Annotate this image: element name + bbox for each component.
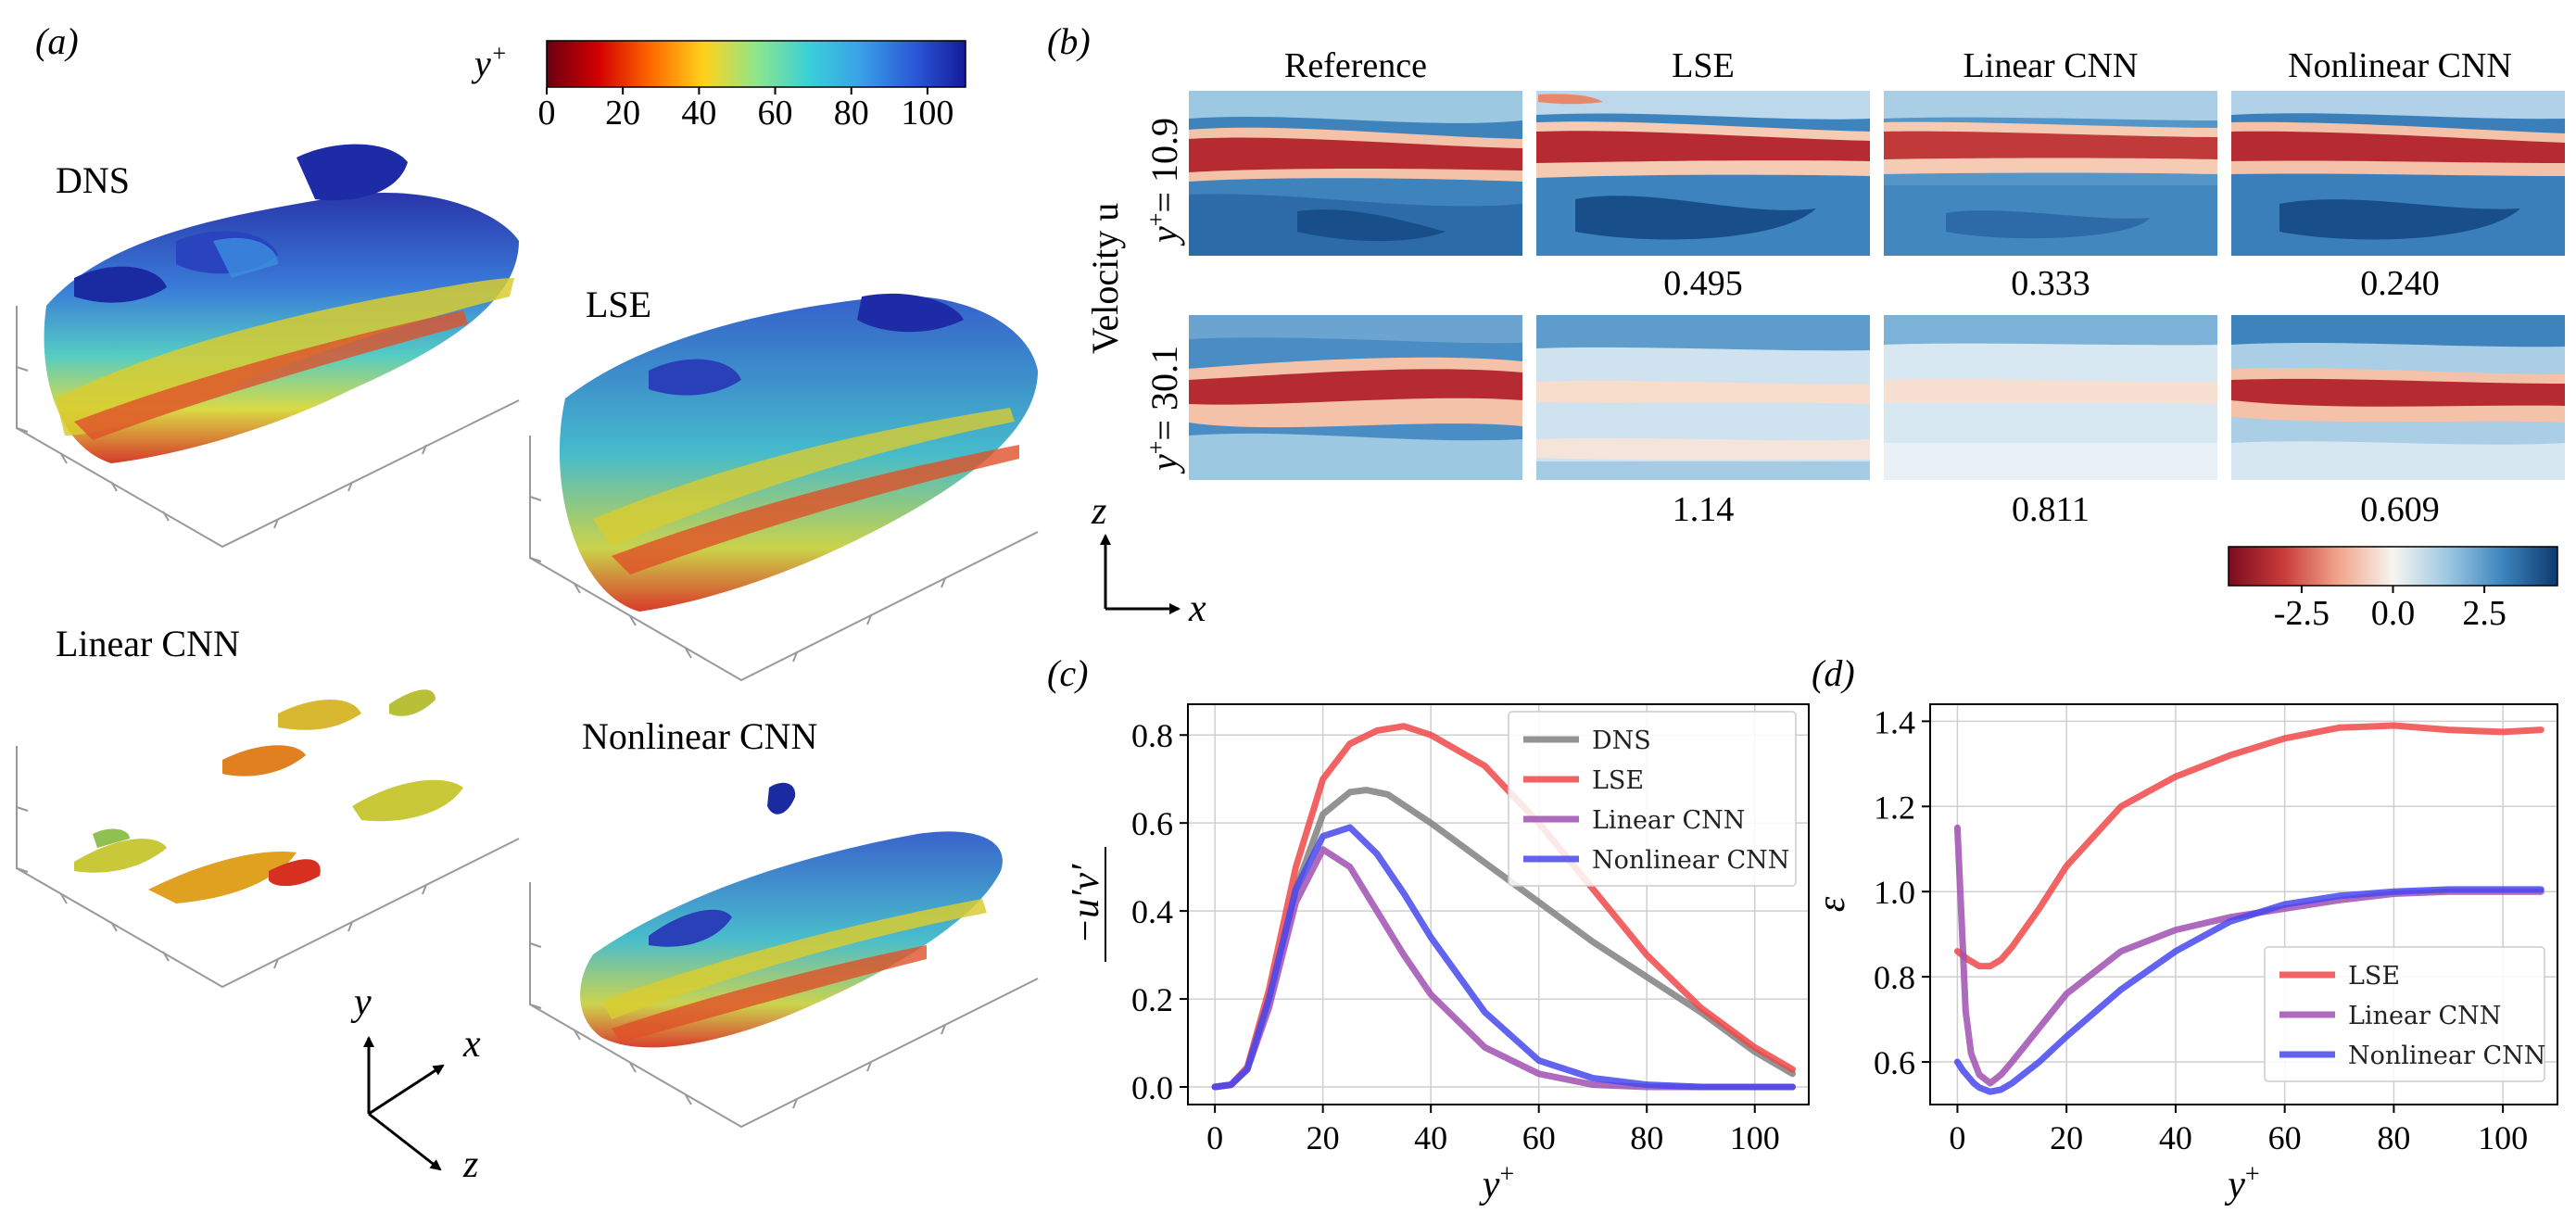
error-row1-linear-cnn: 0.333 — [2011, 264, 2090, 303]
colorbar-b-tick-label: 2.5 — [2462, 594, 2507, 633]
y-tick-label: 0.6 — [1131, 805, 1173, 842]
plot-frame — [1929, 703, 2558, 1105]
box-linear-cnn — [16, 746, 520, 989]
row-title-velocity: Velocity u — [1084, 203, 1126, 354]
error-row2-nonlinear-cnn: 0.609 — [2360, 490, 2440, 529]
y-tick-label: 1.2 — [1874, 789, 1915, 826]
x-tick-label: 0 — [1206, 1119, 1223, 1156]
column-title-reference: Reference — [1284, 46, 1427, 85]
colorbar-a-tick-label: 80 — [834, 94, 869, 133]
y-tick-label: 0.0 — [1131, 1069, 1173, 1106]
x-tick-label: 60 — [2268, 1119, 2302, 1156]
x-tick-label: 20 — [1307, 1119, 1340, 1156]
field-row2-lse — [1536, 315, 1870, 480]
x-tick-label: 40 — [1414, 1119, 1447, 1156]
colorbar-b — [2228, 546, 2558, 587]
colorbar-a-tick-label: 40 — [681, 94, 716, 133]
series-line-lse — [1953, 722, 2544, 970]
box-nonlinear-cnn — [529, 882, 1039, 1129]
error-row2-linear-cnn: 0.811 — [2012, 490, 2090, 529]
view-label-nonlinear-cnn: Nonlinear CNN — [582, 715, 817, 757]
x-tick-label: 20 — [2050, 1119, 2083, 1156]
error-row1-lse: 0.495 — [1663, 264, 1743, 303]
colorbar-a-tick-label: 60 — [758, 94, 793, 133]
legend — [2264, 946, 2545, 1082]
y-tick-label: 0.4 — [1131, 893, 1173, 930]
y-tick-label: 0.8 — [1131, 717, 1173, 754]
x-tick-label: 100 — [1730, 1119, 1780, 1156]
box-dns — [16, 306, 520, 549]
legend-label: Linear CNN — [2348, 1002, 2501, 1030]
legend — [1508, 711, 1797, 887]
colorbar-a-tick-label: 0 — [538, 94, 556, 133]
error-row1-nonlinear-cnn: 0.240 — [2360, 264, 2440, 303]
field-row1-nonlinear-cnn — [2231, 91, 2565, 256]
view-label-dns: DNS — [56, 159, 130, 201]
series-line-nonlinear-cnn — [1953, 886, 2544, 1095]
column-title-nonlinear-cnn: Nonlinear CNN — [2288, 46, 2512, 85]
axis-x-label-b: x — [1188, 587, 1206, 630]
axis-x-label: x — [462, 1023, 481, 1066]
field-row2-nonlinear-cnn — [2231, 315, 2565, 480]
field-row1-linear-cnn — [1884, 91, 2217, 256]
box-lse — [529, 436, 1039, 682]
panel-b-label: (b) — [1047, 20, 1091, 62]
colorbar-b-tick-label: -2.5 — [2274, 594, 2330, 633]
plot-frame — [1187, 703, 1810, 1105]
column-title-linear-cnn: Linear CNN — [1964, 46, 2139, 85]
y-axis-label: −u′v′ — [1065, 864, 1107, 944]
x-tick-label: 40 — [2159, 1119, 2192, 1156]
axis-y-label: y — [350, 981, 372, 1024]
colorbar-a — [546, 40, 966, 88]
panel-a-label: (a) — [35, 20, 79, 62]
legend-label: LSE — [2348, 962, 2400, 991]
y-tick-label: 0.6 — [1874, 1044, 1915, 1081]
error-row2-lse: 1.14 — [1673, 490, 1735, 529]
colorbar-a-tick-label: 20 — [605, 94, 640, 133]
legend-label: Nonlinear CNN — [2348, 1042, 2545, 1070]
axis-x-arrow — [368, 1064, 445, 1116]
x-tick-label: 60 — [1522, 1119, 1556, 1156]
y-axis-label: ε — [1811, 896, 1853, 912]
axis-z-label-b: z — [1091, 490, 1106, 533]
x-tick-label: 80 — [2377, 1119, 2410, 1156]
series-line-nonlinear-cnn — [1211, 824, 1796, 1091]
y-tick-label: 0.8 — [1874, 959, 1915, 996]
isosurface-linear-cnn — [74, 689, 463, 903]
panel-label: (d) — [1812, 652, 1855, 694]
x-tick-label: 80 — [1630, 1119, 1663, 1156]
x-tick-label: 100 — [2478, 1119, 2528, 1156]
colorbar-a-symbol: y+ — [471, 40, 507, 84]
field-row2-linear-cnn — [1884, 315, 2217, 480]
field-row1-lse — [1536, 91, 1870, 256]
row-label-2: y+= 30.1 — [1143, 346, 1185, 474]
row-label-1: y+= 10.9 — [1143, 118, 1185, 246]
y-tick-label: 1.0 — [1874, 874, 1915, 911]
axes-3d-indicator — [363, 1036, 445, 1171]
x-axis-label: y+ — [1479, 1160, 1514, 1206]
axes-zx-indicator — [1100, 534, 1181, 614]
y-tick-label: 0.2 — [1131, 981, 1173, 1018]
axis-z-label: z — [462, 1143, 478, 1186]
isosurface-dns — [44, 144, 520, 463]
y-tick-label: 1.4 — [1874, 703, 1915, 740]
isosurface-lse — [559, 293, 1038, 612]
field-row2-reference — [1189, 315, 1522, 480]
legend-label: DNS — [1592, 726, 1651, 755]
view-label-lse: LSE — [586, 284, 651, 325]
axis-z-arrow — [368, 1112, 442, 1171]
column-title-lse: LSE — [1672, 46, 1735, 85]
view-label-linear-cnn: Linear CNN — [56, 623, 240, 664]
colorbar-a-tick-label: 100 — [901, 94, 953, 133]
isosurface-nonlinear-cnn — [580, 782, 1003, 1048]
field-row1-reference — [1189, 91, 1522, 256]
legend-label: Nonlinear CNN — [1592, 846, 1789, 875]
x-axis-label: y+ — [2224, 1160, 2259, 1206]
colorbar-b-tick-label: 0.0 — [2371, 594, 2416, 633]
legend-label: LSE — [1592, 766, 1644, 795]
x-tick-label: 0 — [1949, 1119, 1965, 1156]
panel-label: (c) — [1047, 652, 1088, 694]
legend-label: Linear CNN — [1592, 806, 1745, 835]
